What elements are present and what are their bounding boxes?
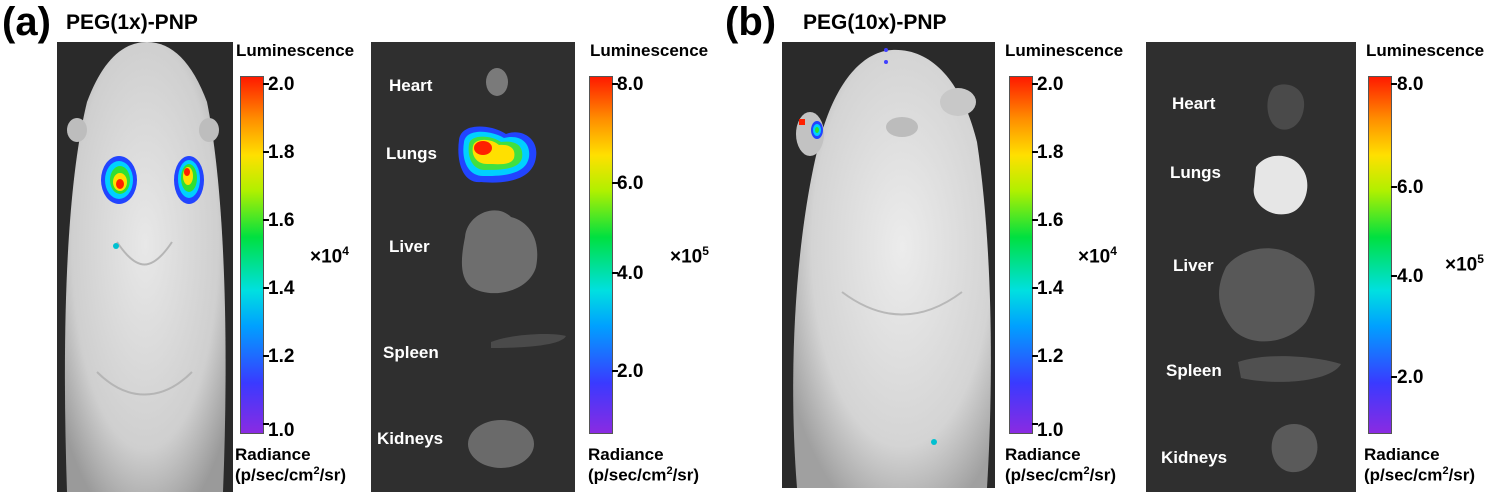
panel-a-organ-tick: 4.0 xyxy=(617,263,644,284)
panel-a-body-tick: 2.0 xyxy=(268,74,295,95)
panel-a-right-signal xyxy=(174,156,204,204)
panel-a-organ-unit: Radiance (p/sec/cm2/sr) xyxy=(588,445,700,485)
panel-b-organ-tick: 8.0 xyxy=(1397,74,1424,95)
panel-b-organ-label-liver: Liver xyxy=(1173,256,1214,275)
panel-a-body-tick: 1.2 xyxy=(268,346,295,367)
panel-a-body-tick: 1.6 xyxy=(268,210,295,231)
panel-b-body-tick: 1.4 xyxy=(1037,278,1064,299)
panel-b-organ-label-heart: Heart xyxy=(1172,94,1216,113)
panel-b-organ-unit: Radiance (p/sec/cm2/sr) xyxy=(1364,445,1476,485)
panel-b-organ-colorbar xyxy=(1368,76,1392,434)
panel-a-body-unit: Radiance (p/sec/cm2/sr) xyxy=(235,445,347,485)
panel-b-organ-tick: 4.0 xyxy=(1397,266,1424,287)
panel-a-organ-multiplier: ×105 xyxy=(670,244,709,268)
panel-b-organ-tick: 6.0 xyxy=(1397,177,1424,198)
panel-b-body-scale-heading: Luminescence xyxy=(1005,41,1124,60)
panel-a-lungs-signal xyxy=(458,126,537,183)
panel-b-signal xyxy=(811,121,823,139)
panel-a-body-tick: 1.0 xyxy=(268,420,295,441)
panel-b-organs-image xyxy=(1146,42,1356,492)
panel-b-body-tick: 2.0 xyxy=(1037,74,1064,95)
panel-b-body-tick: 1.8 xyxy=(1037,142,1064,163)
panel-a-organ-tick: 2.0 xyxy=(617,361,644,382)
panel-a-body-tick: 1.8 xyxy=(268,142,295,163)
panel-a-left-signal xyxy=(101,156,137,204)
panel-b-mouse-image xyxy=(782,42,995,488)
panel-b-letter: (b) xyxy=(725,0,777,44)
panel-a-mouse-image xyxy=(57,42,233,492)
panel-a-organ-label-heart: Heart xyxy=(389,76,433,95)
panel-a-organ-colorbar xyxy=(589,76,613,434)
panel-a-organ-label-lungs: Lungs xyxy=(386,144,437,163)
panel-a-body-colorbar xyxy=(240,76,264,434)
panel-a-body-scale-heading: Luminescence xyxy=(236,41,355,60)
panel-a-organ-scale-heading: Luminescence xyxy=(590,41,709,60)
panel-a-organ-label-kidneys: Kidneys xyxy=(377,429,444,448)
panel-b-organ-label-spleen: Spleen xyxy=(1166,361,1222,380)
panel-b-body-tick: 1.2 xyxy=(1037,346,1064,367)
panel-a-organ-tick: 6.0 xyxy=(617,173,644,194)
panel-a-organs-image xyxy=(371,42,575,492)
panel-b-body-multiplier: ×104 xyxy=(1078,244,1117,268)
panel-b-organ-multiplier: ×105 xyxy=(1445,252,1484,276)
panel-a-title: PEG(1x)-PNP xyxy=(66,11,198,34)
panel-a-organ-label-spleen: Spleen xyxy=(383,343,439,362)
panel-a-organ-tick: 8.0 xyxy=(617,74,644,95)
panel-b-body-unit: Radiance (p/sec/cm2/sr) xyxy=(1005,445,1117,485)
panel-b-body-tick: 1.6 xyxy=(1037,210,1064,231)
panel-b-body-tick: 1.0 xyxy=(1037,420,1064,441)
panel-b-title: PEG(10x)-PNP xyxy=(803,11,947,34)
panel-b-organ-tick: 2.0 xyxy=(1397,367,1424,388)
panel-b-organ-scale-heading: Luminescence xyxy=(1366,41,1485,60)
panel-a-organ-label-liver: Liver xyxy=(389,237,430,256)
panel-b-body-colorbar xyxy=(1009,76,1033,434)
panel-a-letter: (a) xyxy=(2,0,51,44)
panel-a-body-multiplier: ×104 xyxy=(310,244,349,268)
panel-b-organ-label-kidneys: Kidneys xyxy=(1161,448,1228,467)
panel-b-organ-label-lungs: Lungs xyxy=(1170,163,1221,182)
panel-a-body-tick: 1.4 xyxy=(268,278,295,299)
